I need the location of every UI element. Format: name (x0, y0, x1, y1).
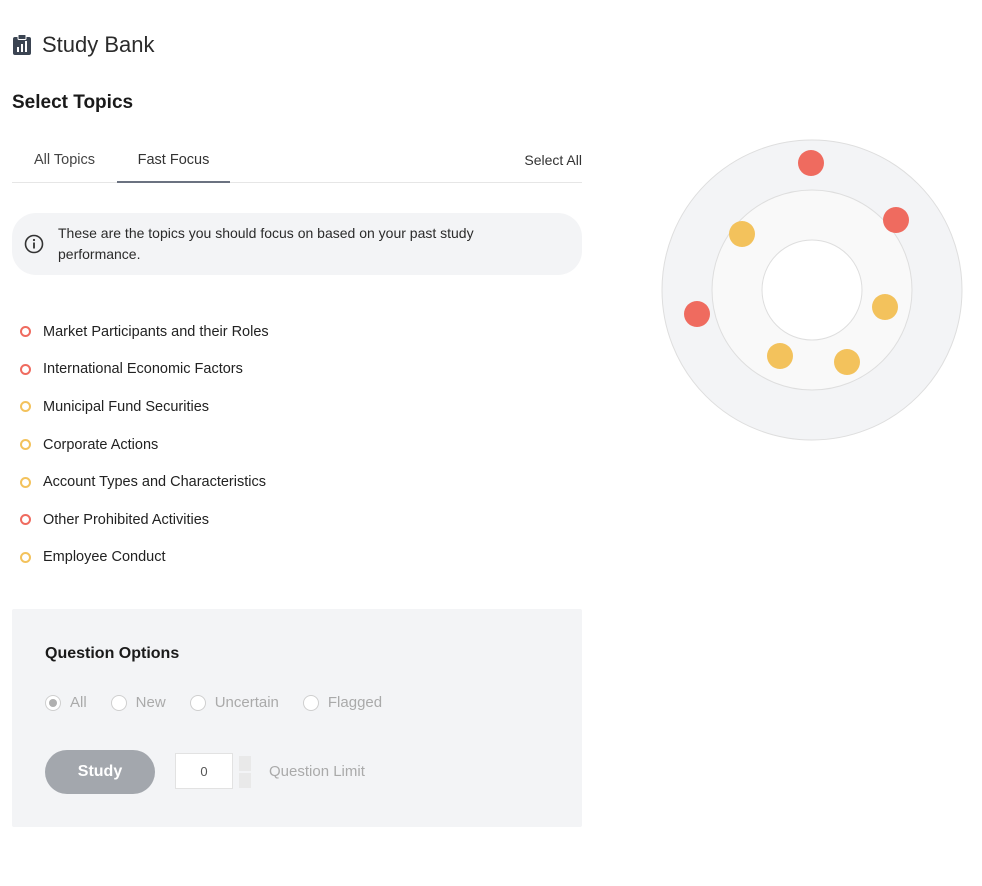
radio-label: New (135, 694, 166, 711)
topic-label: International Economic Factors (43, 361, 243, 378)
radio-circle[interactable] (189, 694, 206, 711)
radio-label: Flagged (327, 694, 383, 711)
topic-target-dot[interactable] (798, 150, 824, 176)
info-banner: These are the topics you should focus on… (12, 213, 582, 275)
app-title: Study Bank (42, 32, 155, 57)
question-limit-label: Question Limit (269, 763, 365, 780)
question-options-title: Question Options (45, 645, 180, 662)
info-text: These are the topics you should focus on… (58, 225, 474, 262)
status-dot (20, 439, 31, 451)
topic-target-dot[interactable] (872, 294, 898, 320)
radio-all[interactable]: All (45, 694, 87, 711)
topic-target-dot[interactable] (767, 343, 793, 369)
radio-uncertain[interactable]: Uncertain (189, 694, 279, 711)
radio-circle[interactable] (45, 694, 61, 711)
focus-target-graphic (661, 139, 963, 441)
topic-item[interactable]: Municipal Fund Securities (20, 388, 269, 426)
target-dots (684, 150, 909, 375)
radio-new[interactable]: New (110, 694, 166, 711)
question-limit-input[interactable] (175, 753, 233, 789)
status-dot (20, 363, 31, 375)
tab-fast-focus[interactable]: Fast Focus (117, 140, 230, 183)
status-dot (20, 551, 31, 563)
topic-list: Market Participants and their Roles Inte… (20, 313, 269, 576)
topic-item[interactable]: International Economic Factors (20, 351, 269, 389)
stepper-up-button[interactable] (239, 756, 251, 771)
topic-item[interactable]: Corporate Actions (20, 426, 269, 464)
topic-label: Corporate Actions (43, 436, 159, 453)
topic-target-dot[interactable] (834, 349, 860, 375)
topic-target-dot[interactable] (883, 207, 909, 233)
inner-ring (761, 239, 863, 341)
stepper-down-button[interactable] (239, 773, 251, 788)
status-dot (20, 514, 31, 526)
topic-item[interactable]: Employee Conduct (20, 539, 269, 577)
topic-item[interactable]: Account Types and Characteristics (20, 463, 269, 501)
question-filter-radios: All New Uncertain Flagged (45, 694, 406, 711)
topic-target-dot[interactable] (729, 221, 755, 247)
topic-target-dot[interactable] (684, 301, 710, 327)
radio-circle[interactable] (110, 694, 127, 711)
topic-label: Other Prohibited Activities (43, 511, 210, 528)
radio-flagged[interactable]: Flagged (302, 694, 383, 711)
question-limit-stepper[interactable] (239, 756, 251, 788)
topic-tabs: All Topics Fast Focus Select All (12, 140, 582, 183)
status-dot (20, 476, 31, 488)
select-all-button[interactable]: Select All (524, 152, 582, 168)
clipboard-icon (13, 34, 31, 55)
topic-item[interactable]: Market Participants and their Roles (20, 313, 269, 351)
topic-label: Market Participants and their Roles (43, 323, 269, 340)
topic-label: Employee Conduct (43, 549, 166, 566)
status-dot (20, 326, 31, 338)
topic-label: Account Types and Characteristics (43, 474, 266, 491)
radio-label: Uncertain (214, 694, 279, 711)
study-button[interactable]: Study (45, 750, 155, 794)
radio-label: All (70, 694, 87, 711)
question-options-panel: Question Options All New Uncertain Flagg… (12, 609, 582, 827)
status-dot (20, 401, 31, 413)
tab-all-topics[interactable]: All Topics (34, 152, 95, 168)
radio-circle[interactable] (302, 694, 319, 711)
topic-label: Municipal Fund Securities (43, 398, 210, 415)
info-icon (24, 234, 44, 254)
app-header: Study Bank (12, 32, 155, 58)
section-title: Select Topics (12, 92, 134, 113)
topic-item[interactable]: Other Prohibited Activities (20, 501, 269, 539)
